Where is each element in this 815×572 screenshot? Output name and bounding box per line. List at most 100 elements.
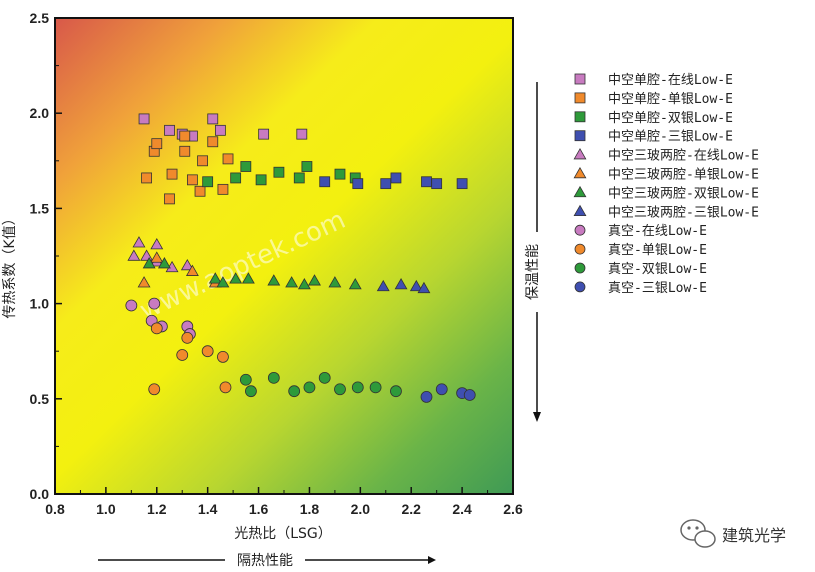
data-point (258, 128, 270, 140)
data-point (186, 174, 198, 186)
data-point (285, 276, 299, 288)
data-point (328, 276, 342, 288)
data-point (207, 113, 219, 125)
data-point (217, 351, 229, 363)
wechat-icon (680, 519, 716, 548)
data-point (241, 272, 255, 284)
data-point (431, 178, 443, 190)
legend-entry: 真空-单银Low-E (608, 243, 707, 258)
data-point (352, 178, 364, 190)
data-point (164, 193, 175, 205)
data-point (137, 276, 151, 288)
data-point (293, 172, 305, 184)
data-point (181, 331, 194, 344)
data-point (207, 136, 219, 148)
data-point (267, 371, 280, 384)
right-arrow-label: 保温性能 (525, 244, 541, 300)
bottom-arrow-head (428, 556, 436, 564)
data-point (390, 385, 402, 398)
data-point (141, 172, 153, 184)
legend-entry: 真空-在线Low-E (608, 224, 707, 239)
x-tick-label: 1.4 (198, 501, 218, 517)
data-point (376, 279, 390, 292)
legend-marker (574, 262, 586, 274)
right-arrow-head (533, 412, 541, 422)
data-point (394, 278, 408, 290)
data-point (176, 349, 189, 361)
legend-marker (574, 92, 586, 104)
x-tick-label: 1.8 (300, 501, 320, 517)
data-point (138, 113, 150, 125)
legend-entry: 中空单腔-在线Low-E (608, 73, 733, 88)
data-point (127, 249, 141, 261)
data-point (197, 155, 208, 167)
x-tick-label: 1.6 (249, 501, 269, 517)
data-point (166, 168, 178, 180)
data-point (288, 385, 301, 398)
legend-entry: 中空三玻两腔-双银Low-E (608, 186, 759, 201)
y-tick-label: 0.0 (30, 486, 50, 502)
data-point (417, 281, 431, 294)
data-point (214, 124, 226, 136)
legend-entry: 中空单腔-单银Low-E (608, 92, 733, 107)
y-axis-label: 传热系数（K值） (2, 211, 18, 318)
data-point (348, 278, 362, 290)
data-point (151, 138, 163, 150)
legend-marker (574, 243, 586, 255)
data-point (179, 130, 191, 142)
legend-marker (573, 148, 587, 160)
data-point (334, 383, 346, 396)
data-point (229, 272, 243, 284)
bottom-arrow-label-bg (225, 551, 305, 569)
brand-name: 建筑光学 (722, 526, 786, 545)
data-point (179, 145, 191, 157)
x-tick-label: 2.2 (401, 501, 421, 517)
legend-entry: 真空-双银Low-E (608, 262, 707, 277)
y-tick-label: 1.0 (30, 296, 50, 312)
legend-marker (574, 73, 586, 85)
data-point (185, 264, 199, 276)
legend-marker (573, 185, 587, 198)
data-point (435, 383, 448, 396)
data-point (380, 178, 392, 190)
data-point (334, 168, 346, 180)
data-point (463, 389, 476, 401)
y-tick-label: 2.5 (30, 10, 50, 26)
y-tick-label: 0.5 (30, 391, 50, 407)
legend: 中空单腔-在线Low-E 中空单腔-单银Low-E 中空单腔-双银Low-E 中空单腔… (573, 73, 759, 296)
data-point (239, 373, 252, 386)
data-point (157, 257, 171, 269)
legend-entry: 中空三玻两腔-三银Low-E (608, 205, 759, 220)
x-tick-label: 0.8 (45, 501, 65, 517)
data-point (219, 381, 232, 394)
y-tick-label: 2.0 (30, 105, 50, 121)
data-point (150, 251, 164, 263)
data-point (148, 297, 161, 310)
legend-entry: 真空-三银Low-E (608, 281, 707, 296)
data-point (318, 371, 331, 384)
right-arrow-label-bg (528, 232, 546, 312)
data-point (420, 390, 433, 403)
data-point (216, 276, 230, 288)
data-point (142, 257, 156, 269)
bottom-arrow-label: 隔热性能 (237, 553, 293, 569)
x-tick-label: 1.2 (147, 501, 167, 517)
data-point (319, 176, 331, 188)
x-tick-label: 2.0 (351, 501, 371, 517)
data-point (297, 278, 311, 290)
data-point (208, 272, 222, 284)
data-point (267, 274, 281, 286)
legend-marker (574, 224, 586, 236)
data-point (230, 172, 242, 184)
x-tick-label: 2.4 (452, 501, 472, 517)
data-point (351, 381, 364, 394)
legend-entry: 中空单腔-三银Low-E (608, 130, 733, 145)
data-point (150, 238, 164, 250)
data-point (125, 299, 138, 312)
data-point (369, 381, 382, 394)
data-point (194, 185, 206, 197)
legend-entry: 中空单腔-双银Low-E (608, 111, 733, 126)
data-point (222, 153, 234, 165)
data-point (201, 345, 214, 358)
